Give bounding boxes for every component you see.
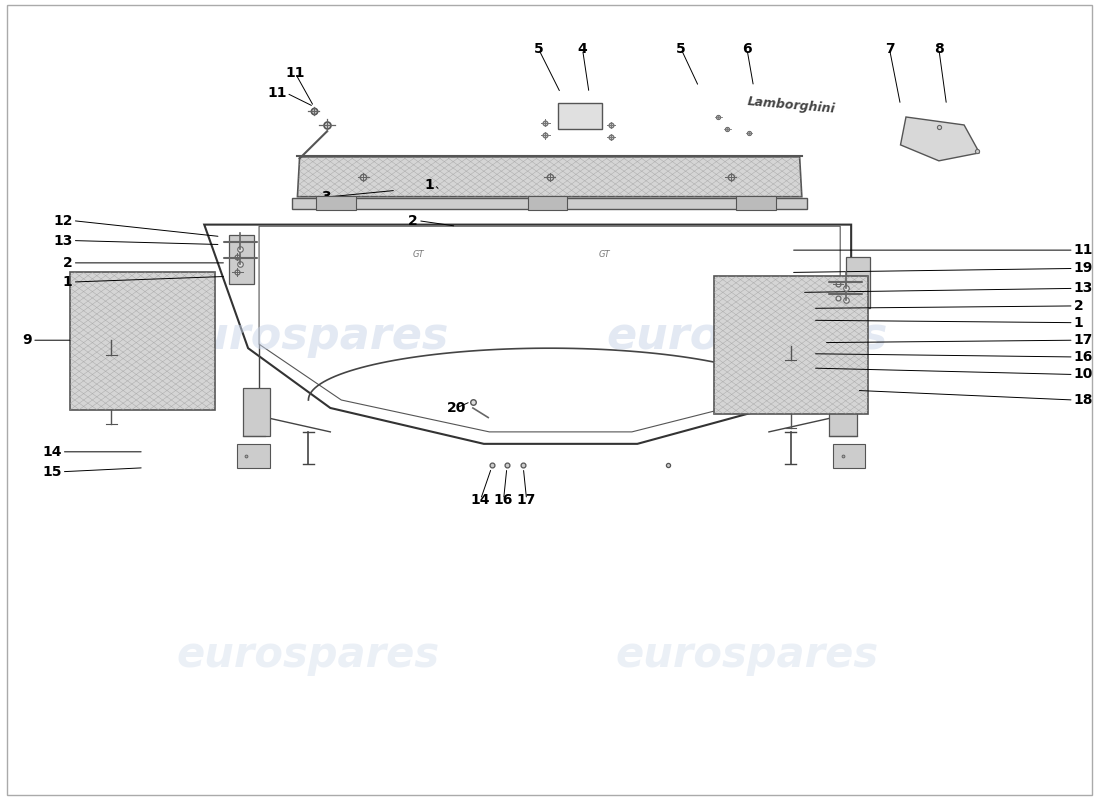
Polygon shape <box>292 198 807 209</box>
Text: 11: 11 <box>1074 243 1093 257</box>
Polygon shape <box>714 277 868 414</box>
Text: 14: 14 <box>42 445 62 459</box>
Text: 8: 8 <box>934 42 944 56</box>
Text: Lamborghini: Lamborghini <box>746 94 835 115</box>
Text: 9: 9 <box>22 334 32 347</box>
Polygon shape <box>901 117 979 161</box>
Bar <box>559 103 603 129</box>
Text: eurospares: eurospares <box>615 634 879 676</box>
Text: 17: 17 <box>517 493 537 506</box>
Bar <box>736 196 776 210</box>
Text: 11: 11 <box>286 66 305 80</box>
Text: 10: 10 <box>1074 367 1093 382</box>
Bar <box>528 196 568 210</box>
Text: 3: 3 <box>321 190 330 204</box>
Bar <box>243 388 270 436</box>
Text: 1: 1 <box>1074 316 1084 330</box>
Text: 13: 13 <box>53 234 73 247</box>
Text: 17: 17 <box>1074 334 1093 347</box>
Text: 2: 2 <box>63 256 73 270</box>
Text: 16: 16 <box>1074 350 1093 364</box>
Text: 1: 1 <box>63 275 73 289</box>
Polygon shape <box>70 273 216 410</box>
Text: 5: 5 <box>676 42 686 56</box>
Text: 14: 14 <box>471 493 491 506</box>
Text: 20: 20 <box>447 401 466 415</box>
Text: 12: 12 <box>53 214 73 228</box>
Bar <box>846 257 870 308</box>
Text: GT: GT <box>598 250 611 258</box>
Bar <box>316 196 355 210</box>
Text: 5: 5 <box>534 42 543 56</box>
Text: 2: 2 <box>1074 299 1084 313</box>
Text: 7: 7 <box>884 42 894 56</box>
Bar <box>238 444 270 468</box>
Text: 4: 4 <box>578 42 587 56</box>
Text: 1: 1 <box>425 178 435 192</box>
Text: 11: 11 <box>267 86 286 100</box>
Bar <box>829 388 857 436</box>
Polygon shape <box>297 157 802 197</box>
Text: 6: 6 <box>742 42 751 56</box>
Text: 19: 19 <box>1074 262 1093 275</box>
Text: 15: 15 <box>42 465 62 478</box>
Text: eurospares: eurospares <box>606 314 888 358</box>
Bar <box>833 444 866 468</box>
Text: eurospares: eurospares <box>167 314 449 358</box>
Text: 13: 13 <box>1074 282 1093 295</box>
Text: eurospares: eurospares <box>177 634 440 676</box>
Text: 2: 2 <box>408 214 418 228</box>
Text: 18: 18 <box>1074 393 1093 407</box>
Text: GT: GT <box>412 250 424 258</box>
Text: 16: 16 <box>494 493 514 506</box>
Bar <box>230 235 254 285</box>
